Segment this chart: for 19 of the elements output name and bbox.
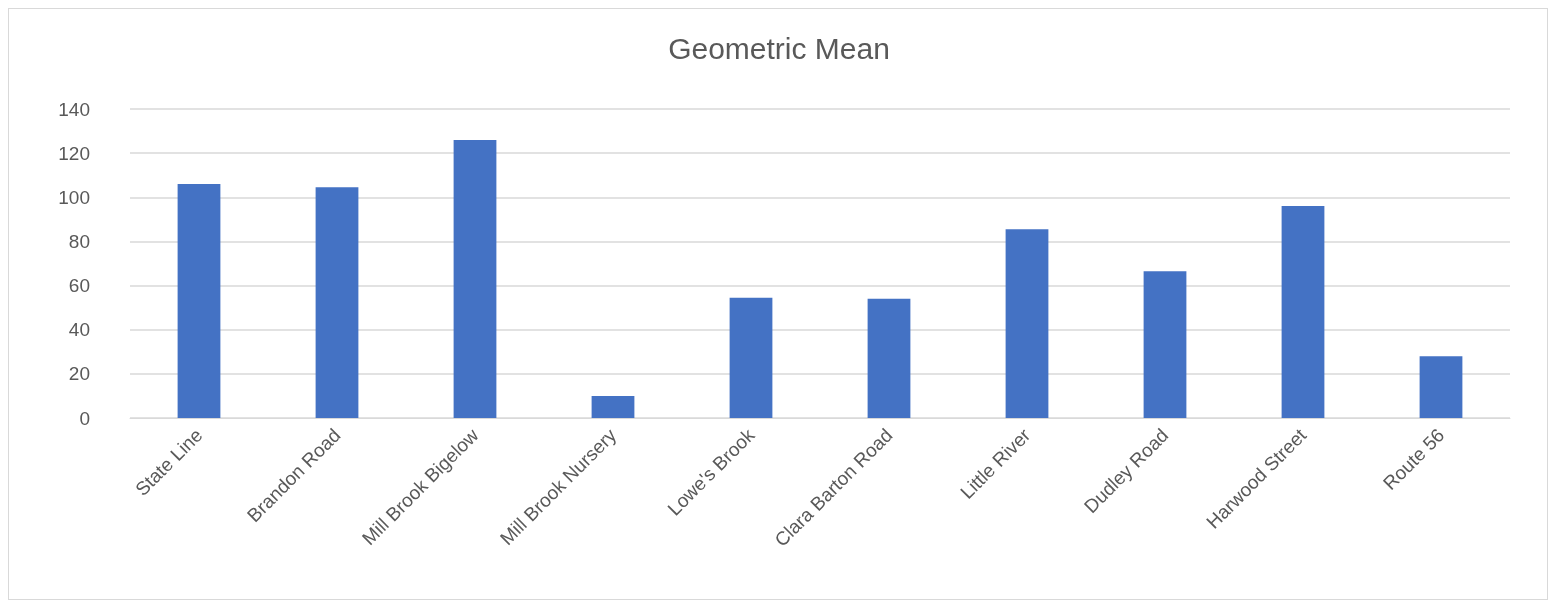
y-tick-label: 120 <box>58 142 90 164</box>
bar <box>591 395 635 418</box>
y-tick-label: 20 <box>68 363 90 385</box>
bar <box>729 297 773 418</box>
y-tick-label: 60 <box>68 275 90 297</box>
bar <box>1419 356 1463 418</box>
bar <box>1005 229 1049 418</box>
bar <box>177 184 221 418</box>
y-tick-label: 40 <box>68 319 90 341</box>
y-tick-label: 140 <box>58 98 90 120</box>
y-tick-label: 0 <box>79 407 90 429</box>
chart-title: Geometric Mean <box>668 31 890 65</box>
bar <box>453 139 497 418</box>
bar <box>315 187 359 418</box>
y-tick-label: 80 <box>68 230 90 252</box>
bar <box>1143 271 1187 418</box>
y-tick-label: 100 <box>58 186 90 208</box>
bar <box>1281 206 1325 418</box>
bar <box>867 298 911 418</box>
